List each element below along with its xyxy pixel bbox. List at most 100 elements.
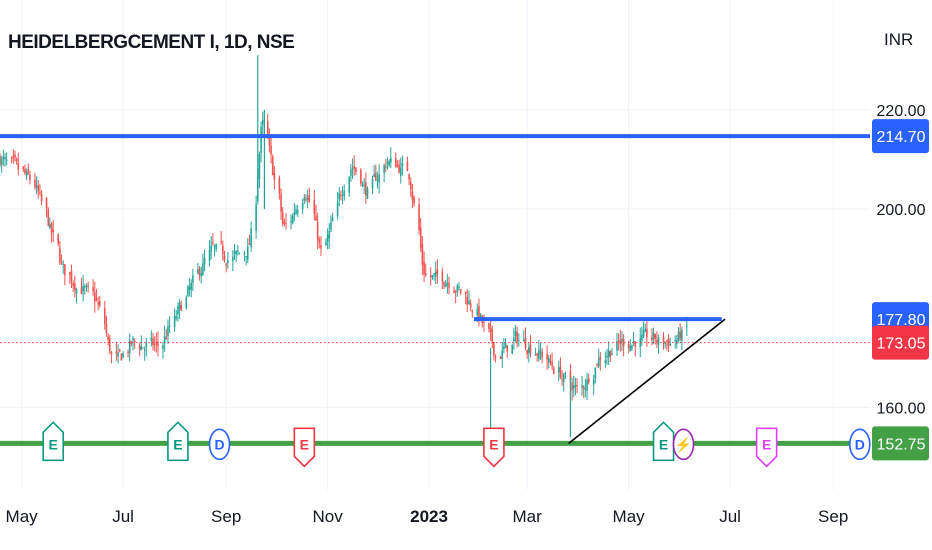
- candle-body: [504, 342, 507, 348]
- event-letter: E: [762, 436, 771, 452]
- candle-body: [115, 351, 118, 354]
- event-marker-earnings: E: [652, 421, 675, 462]
- candle-body: [24, 169, 26, 174]
- candle-body: [103, 308, 106, 324]
- candle-body: [632, 340, 635, 344]
- candle-body: [326, 234, 329, 242]
- candle-body: [59, 247, 61, 263]
- price-badge-214-bg: [872, 119, 929, 154]
- candle-body: [458, 286, 460, 288]
- candle-body: [215, 244, 217, 250]
- candle-body: [145, 342, 148, 348]
- currency-label: INR: [884, 30, 914, 49]
- candle-body: [10, 157, 13, 159]
- event-letter: ⚡: [675, 436, 692, 453]
- candle-body: [168, 325, 171, 327]
- candle-body: [584, 388, 587, 390]
- candle-body: [62, 264, 64, 266]
- y-tick-label: 200.00: [877, 202, 926, 219]
- price-badge-152-bg: [872, 426, 929, 461]
- candle-body: [641, 334, 643, 341]
- candle-body: [75, 289, 78, 294]
- candle-body: [255, 203, 257, 231]
- candle-body: [373, 173, 375, 178]
- event-marker-earnings: E: [483, 427, 505, 468]
- candle-body: [606, 355, 608, 358]
- candle-body: [401, 163, 404, 167]
- candle-body: [246, 246, 249, 260]
- candle-body: [552, 368, 555, 374]
- candle-body: [511, 344, 514, 354]
- candle-body: [273, 172, 276, 181]
- candle-body: [562, 374, 565, 383]
- candle-body: [657, 337, 660, 345]
- candle-body: [190, 282, 193, 290]
- candle-body: [514, 330, 517, 336]
- candle-body: [343, 191, 346, 196]
- candle-body: [180, 304, 183, 311]
- price-badge-last-bg: [872, 325, 929, 360]
- candle-body: [235, 250, 237, 255]
- candle-body: [499, 356, 502, 359]
- candle-body: [518, 340, 520, 342]
- candle-body: [157, 341, 159, 347]
- candle-body: [243, 252, 246, 255]
- candle-body: [396, 164, 399, 166]
- candle-body: [57, 233, 60, 244]
- candle-body: [29, 174, 31, 180]
- candle-body: [320, 244, 322, 249]
- candle-body: [127, 352, 129, 354]
- candle-body: [453, 290, 455, 293]
- candle-body: [629, 346, 632, 351]
- candle-body: [619, 339, 622, 345]
- candle-body: [360, 169, 362, 184]
- candle-body: [479, 314, 482, 318]
- candle-body: [351, 168, 354, 170]
- x-tick-label: May: [6, 507, 39, 526]
- candle-body: [574, 385, 577, 388]
- candle-body: [611, 353, 613, 356]
- candle-body: [167, 326, 169, 337]
- event-marker-split: ⚡: [672, 428, 695, 461]
- event-marker-dividend: D: [848, 428, 871, 461]
- candle-body: [375, 173, 377, 181]
- candle-body: [469, 303, 472, 308]
- candle-body: [488, 322, 490, 329]
- candle-body: [220, 241, 222, 243]
- candle-body: [212, 242, 214, 244]
- candle-body: [686, 325, 688, 327]
- candle-body: [538, 349, 540, 359]
- event-marker-dividend: D: [208, 428, 231, 461]
- candle-body: [431, 274, 434, 277]
- candles: [0, 111, 688, 401]
- candle-body: [409, 181, 412, 190]
- candle-body: [376, 180, 379, 182]
- candle-body: [503, 346, 505, 349]
- event-badge: [755, 427, 778, 468]
- candle-body: [60, 262, 63, 264]
- candle-body: [291, 215, 294, 224]
- event-marker-earnings: E: [167, 421, 189, 462]
- candle-body: [429, 275, 432, 278]
- candle-body: [466, 296, 469, 305]
- candle-body: [666, 340, 668, 342]
- candle-body: [34, 179, 36, 188]
- candle-body: [418, 204, 420, 231]
- candle-body: [421, 244, 424, 265]
- candle-body: [305, 199, 307, 201]
- candle-body: [153, 343, 156, 345]
- candle-body: [434, 271, 437, 277]
- candle-body: [328, 230, 331, 239]
- candle-body: [142, 347, 144, 349]
- event-letter: D: [214, 436, 224, 452]
- candle-body: [609, 350, 612, 357]
- candle-body: [200, 273, 203, 277]
- candle-body: [87, 285, 89, 287]
- candle-body: [318, 239, 321, 243]
- candle-body: [646, 328, 648, 338]
- candle-body: [177, 306, 179, 315]
- candle-body: [232, 256, 234, 261]
- candle-body: [12, 156, 15, 158]
